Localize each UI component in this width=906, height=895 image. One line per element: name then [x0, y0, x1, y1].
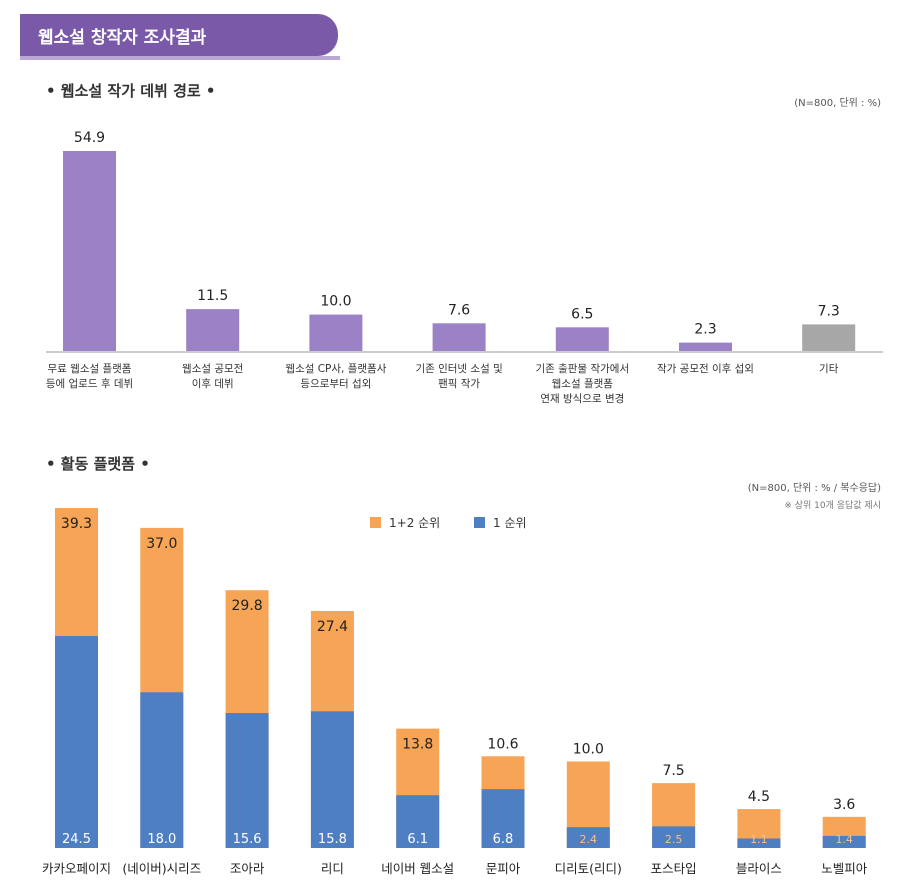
total-label-6: 10.0	[573, 741, 604, 757]
bar-first-4	[396, 795, 440, 848]
total-label-1: 37.0	[146, 536, 177, 552]
total-label-4: 13.8	[402, 737, 433, 753]
platform-label-5: 문피아	[486, 861, 521, 876]
value-label-0: 54.9	[74, 130, 105, 146]
first-label-5: 6.8	[493, 832, 514, 847]
bar-total-9	[822, 816, 866, 848]
first-label-4: 6.1	[407, 832, 428, 847]
legend-swatch-total	[370, 517, 381, 528]
bar-total-2	[225, 590, 269, 848]
first-label-7: 2.5	[665, 833, 683, 846]
section1-title: • 웹소설 작가 데뷔 경로 •	[46, 82, 216, 100]
category-label-4: 기존 출판물 작가에서 웹소설 플랫폼 연재 방식으로 변경	[535, 363, 629, 405]
bar-total-5	[481, 756, 525, 848]
bar-first-8	[737, 838, 781, 848]
bar-6	[802, 324, 856, 351]
first-label-0: 24.5	[62, 832, 91, 847]
value-label-3: 7.6	[448, 302, 470, 318]
legend-label-total: 1+2 순위	[389, 516, 441, 530]
first-label-9: 1.4	[835, 833, 853, 846]
bar-first-3	[310, 711, 354, 848]
first-label-8: 1.1	[750, 833, 768, 846]
platform-label-1: (네이버)시리즈	[122, 861, 201, 876]
bar-2	[309, 314, 363, 351]
section2-note: (N=800, 단위 : % / 복수응답)	[747, 483, 881, 494]
debut-path-chart: 54.9 무료 웹소설 플랫폼 등에 업로드 후 데뷔 11.5 웹소설 공모전 이후 데…	[46, 130, 883, 405]
bar-first-7	[652, 826, 696, 848]
first-label-6: 2.4	[580, 833, 598, 846]
category-label-0: 무료 웹소설 플랫폼 등에 업로드 후 데뷔	[46, 363, 133, 390]
bar-total-6	[566, 761, 610, 848]
bar-first-6	[566, 827, 610, 848]
category-label-1: 웹소설 공모전 이후 데뷔	[182, 363, 243, 390]
platform-label-3: 리디	[321, 861, 344, 876]
bar-3	[432, 323, 486, 351]
total-label-0: 39.3	[61, 516, 92, 532]
header-title: 웹소설 창작자 조사결과	[38, 27, 207, 48]
total-label-5: 10.6	[487, 736, 518, 752]
total-label-9: 3.6	[833, 797, 855, 813]
value-label-4: 6.5	[571, 306, 593, 322]
bar-5	[679, 342, 732, 351]
total-label-3: 27.4	[317, 619, 348, 635]
bar-first-2	[225, 713, 269, 848]
value-label-1: 11.5	[197, 288, 228, 304]
total-label-8: 4.5	[748, 789, 770, 805]
value-label-2: 10.0	[320, 294, 351, 310]
bar-0	[63, 151, 116, 351]
bar-total-1	[140, 527, 184, 848]
bar-total-4	[396, 728, 440, 848]
legend-label-first: 1 순위	[493, 516, 527, 530]
platform-label-6: 디리토(리디)	[555, 861, 622, 876]
first-label-1: 18.0	[147, 832, 176, 847]
bar-first-9	[822, 835, 866, 848]
bar-total-0	[55, 508, 98, 848]
category-label-5: 작가 공모전 이후 섭외	[657, 363, 754, 375]
section2-note2: ※ 상위 10개 응답값 제시	[784, 501, 881, 511]
bar-first-1	[140, 692, 184, 848]
value-label-5: 2.3	[694, 322, 716, 338]
header-banner: 웹소설 창작자 조사결과	[20, 14, 338, 56]
bar-4	[555, 327, 609, 351]
total-label-7: 7.5	[662, 763, 684, 779]
bar-total-8	[737, 809, 781, 848]
first-label-3: 15.8	[318, 832, 347, 847]
section1-note: (N=800, 단위 : %)	[794, 98, 881, 109]
legend-swatch-first	[474, 517, 485, 528]
platform-label-9: 노벨피아	[821, 861, 868, 876]
total-label-2: 29.8	[232, 598, 263, 614]
header-underline	[20, 56, 340, 60]
bar-first-5	[481, 789, 525, 848]
platform-label-0: 카카오페이지	[42, 861, 111, 876]
bar-first-0	[55, 636, 98, 848]
platform-label-7: 포스타입	[651, 861, 697, 876]
first-label-2: 15.6	[233, 832, 262, 847]
platform-label-2: 조아라	[230, 861, 265, 876]
value-label-6: 7.3	[818, 303, 840, 319]
bar-total-7	[652, 783, 696, 848]
platform-label-4: 네이버 웹소설	[381, 861, 454, 876]
category-label-2: 웹소설 CP사, 플랫폼사 등으로부터 섭외	[285, 363, 386, 390]
section2-title: • 활동 플랫폼 •	[46, 455, 150, 473]
bar-total-3	[310, 610, 354, 848]
category-label-3: 기존 인터넷 소설 및 팬픽 작가	[415, 363, 502, 390]
platform-label-8: 블라이스	[736, 861, 782, 876]
bar-1	[186, 309, 240, 351]
category-label-6: 기타	[819, 363, 839, 375]
